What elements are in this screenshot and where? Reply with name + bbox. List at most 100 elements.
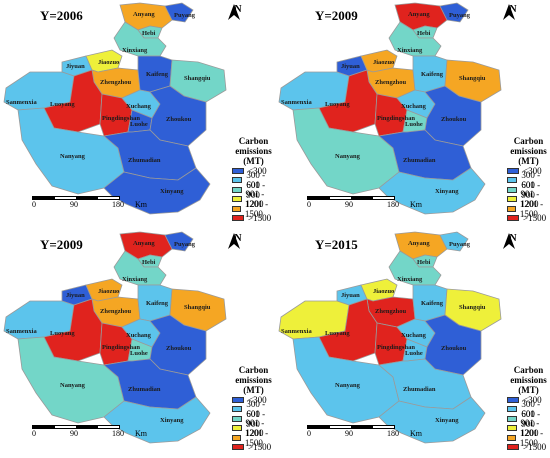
panel-title: Y=2009 (40, 237, 83, 252)
map-panel-1: Anyang Puyang Hebi Xinxiang Jiyuan Jiaozuo Zhe… (0, 0, 275, 229)
legend-item: >1500 (232, 442, 275, 452)
legend-label: <300 (248, 394, 267, 405)
map-panel-2: Anyang Puyang Hebi Xinxiang Jiyuan Jiaozuo Zhe… (275, 0, 550, 229)
city-label-zhoukou: Zhoukou (441, 116, 467, 123)
region-xinyang (103, 167, 211, 215)
legend-item: >1500 (507, 213, 550, 223)
legend-swatch (507, 196, 517, 203)
legend-title: Carbon emissions (510, 136, 547, 156)
city-label-shangqiu: Shangqiu (184, 304, 211, 311)
region-zhumadian (378, 358, 472, 410)
legend-item: 901 - 1200 (507, 189, 550, 209)
legend-item: 901 - 1200 (232, 418, 275, 438)
city-label-xuchang: Xuchang (126, 103, 152, 110)
city-label-xinxiang: Xinxiang (122, 276, 148, 283)
city-label-puyang: Puyang (174, 12, 196, 19)
city-label-xinyang: Xinyang (435, 188, 459, 195)
city-label-xinyang: Xinyang (435, 417, 459, 424)
map-svg: Anyang Puyang Hebi Xinxiang Jiyuan Jiaozuo Zhe… (278, 231, 502, 444)
city-label-anyang: Anyang (408, 11, 430, 18)
legend-item: >1500 (507, 442, 550, 452)
city-label-pingdingshan: Pingdingshan (102, 115, 140, 122)
city-label-nanyang: Nanyang (335, 382, 361, 389)
panel-title: Y=2006 (40, 8, 83, 23)
legend-swatch (232, 215, 244, 222)
legend-swatch (232, 177, 243, 184)
panel-title: Y=2015 (315, 237, 358, 252)
legend-label: 601 - 900 (246, 408, 266, 429)
scale-tick-unit: Km (410, 429, 422, 438)
legend-item: 1201 - 1500 (232, 428, 275, 448)
legend-label: <300 (248, 165, 267, 176)
legend-swatch (232, 434, 241, 441)
legend-swatch (507, 406, 518, 413)
city-label-nanyang: Nanyang (335, 153, 361, 160)
scale-tick-unit: Km (135, 200, 147, 209)
legend-label: 1201 - 1500 (519, 427, 544, 448)
city-label-xuchang: Xuchang (401, 332, 427, 339)
legend-label: 1201 - 1500 (244, 427, 269, 448)
city-label-sanmenxia: Sanmenxia (281, 99, 312, 106)
region-zhumadian (103, 358, 197, 410)
city-label-jiyuan: Jiyuan (66, 63, 85, 70)
legend-title: Carbon emissions (235, 136, 272, 156)
scale-tick-unit: Km (410, 200, 422, 209)
north-label: N (509, 233, 517, 244)
city-label-puyang: Puyang (449, 12, 471, 19)
city-label-jiyuan: Jiyuan (341, 292, 360, 299)
legend-item: >1500 (232, 213, 275, 224)
legend-swatch (507, 205, 516, 212)
legend-item: 300 - 600 (232, 170, 275, 190)
legend-swatch (507, 186, 518, 193)
region-xinxiang (113, 21, 167, 57)
legend-item: <300 (507, 395, 550, 405)
city-label-luoyang: Luoyang (325, 330, 350, 337)
scale-tick-t1: 90 (345, 200, 353, 209)
city-label-hebi: Hebi (142, 259, 156, 266)
city-label-kaifeng: Kaifeng (421, 71, 444, 78)
legend-unit: (MT) (518, 156, 539, 166)
legend-swatch (232, 396, 244, 403)
legend-label: 901 - 1200 (520, 189, 540, 210)
city-label-puyang: Puyang (174, 241, 196, 248)
region-zhumadian (378, 129, 472, 181)
city-label-zhumadian: Zhumadian (403, 386, 436, 393)
legend-swatch (232, 415, 243, 422)
region-puyang (439, 231, 469, 252)
legend-swatch (232, 196, 242, 203)
map-svg: Anyang Puyang Hebi Xinxiang Jiyuan Jiaozuo Zhe… (3, 2, 227, 215)
legend-label: 901 - 1200 (245, 418, 265, 439)
legend-item: 1201 - 1500 (507, 428, 550, 448)
north-label: N (234, 233, 242, 244)
legend-item: 901 - 1200 (507, 418, 550, 438)
region-xinxiang (388, 250, 442, 286)
legend-swatch (507, 215, 519, 222)
city-label-xinyang: Xinyang (160, 417, 184, 424)
scale-tick-t2: 180 (112, 200, 124, 209)
legend-item: 601 - 900 (507, 409, 550, 429)
city-label-luohe: Luohe (405, 121, 423, 128)
legend-label: >1500 (248, 213, 272, 224)
city-label-anyang: Anyang (133, 240, 155, 247)
city-label-pingdingshan: Pingdingshan (102, 344, 140, 351)
legend-item: 300 - 600 (232, 399, 275, 419)
legend-label: 300 - 600 (246, 170, 266, 191)
city-label-jiaozuo: Jiaozuo (98, 59, 119, 66)
legend-item: <300 (507, 166, 550, 176)
north-arrow-icon: N (228, 4, 248, 20)
legend-swatch (507, 415, 518, 422)
legend-unit: (MT) (518, 385, 539, 395)
legend-label: 1201 - 1500 (244, 198, 269, 219)
city-label-luoyang: Luoyang (50, 330, 75, 337)
city-label-luohe: Luohe (130, 350, 148, 357)
legend-item: 300 - 600 (507, 399, 550, 419)
city-label-anyang: Anyang (408, 240, 430, 247)
city-label-nanyang: Nanyang (60, 382, 86, 389)
scale-tick-t0: 0 (32, 429, 36, 438)
region-puyang (164, 231, 194, 252)
city-label-pingdingshan: Pingdingshan (377, 344, 415, 351)
region-puyang (439, 2, 469, 23)
north-label: N (509, 4, 517, 15)
city-label-shangqiu: Shangqiu (459, 75, 486, 82)
city-label-nanyang: Nanyang (60, 153, 86, 160)
